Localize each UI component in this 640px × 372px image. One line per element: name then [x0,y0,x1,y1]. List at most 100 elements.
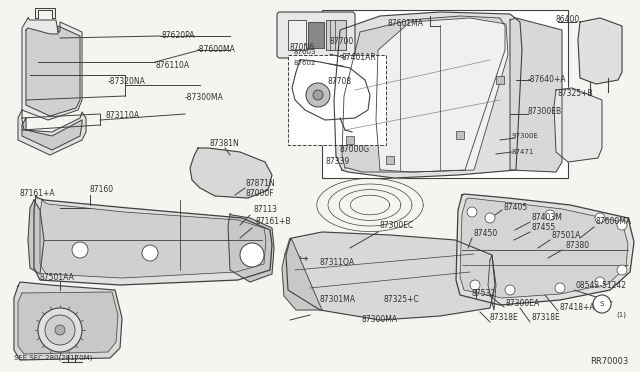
Text: 87871N: 87871N [246,179,276,187]
Bar [496,76,504,84]
Text: 87300MA: 87300MA [362,315,398,324]
Text: 87113: 87113 [254,205,278,215]
Polygon shape [14,282,122,360]
Text: 87381N: 87381N [210,140,240,148]
Text: 08543-51242: 08543-51242 [576,282,627,291]
Text: -87600MA: -87600MA [197,45,236,55]
Text: 87700: 87700 [330,38,355,46]
Polygon shape [292,60,370,120]
Text: 87325+C: 87325+C [383,295,419,305]
Circle shape [240,243,264,267]
Text: 87301MA: 87301MA [320,295,356,305]
Polygon shape [34,196,272,285]
Text: 87708: 87708 [328,77,352,87]
Text: 87403M: 87403M [532,212,563,221]
Text: 87501AA: 87501AA [40,273,75,282]
Bar [308,22,324,48]
Text: 87300EB: 87300EB [528,108,562,116]
Text: 876110A: 876110A [156,61,190,71]
Bar [326,20,346,50]
Text: 870N6: 870N6 [290,44,315,52]
Text: 87620PA: 87620PA [162,32,195,41]
Circle shape [505,285,515,295]
Circle shape [306,83,330,107]
Text: (1): (1) [616,312,626,318]
Polygon shape [488,255,496,310]
Polygon shape [286,232,495,320]
Polygon shape [460,198,628,298]
Bar [322,10,568,178]
Text: 87471: 87471 [512,149,534,155]
Bar [288,20,306,50]
Polygon shape [510,18,562,172]
Polygon shape [28,200,44,274]
Text: RR70003: RR70003 [590,357,628,366]
Text: 86400: 86400 [556,16,580,25]
Circle shape [545,210,555,220]
Circle shape [72,242,88,258]
Text: 97300E: 97300E [512,133,539,139]
Polygon shape [334,12,522,178]
Text: 87325+B: 87325+B [557,90,593,99]
Text: 87000F: 87000F [246,189,275,198]
Text: 87318E: 87318E [490,314,519,323]
Text: 87603: 87603 [294,49,317,55]
Text: 87160: 87160 [90,186,114,195]
Polygon shape [18,292,118,354]
Circle shape [467,207,477,217]
Text: 873110A: 873110A [105,112,139,121]
Bar [288,55,386,145]
Text: 87501A: 87501A [552,231,581,240]
Polygon shape [456,194,634,305]
Bar [456,131,464,139]
Circle shape [595,277,605,287]
Text: ↪: ↪ [298,253,307,263]
Circle shape [470,280,480,290]
Circle shape [55,325,65,335]
Polygon shape [18,110,86,155]
Text: 87532: 87532 [472,289,496,298]
Polygon shape [26,26,80,116]
Circle shape [593,295,611,313]
Polygon shape [40,200,266,278]
Bar [346,136,354,144]
Text: 87161+A: 87161+A [20,189,56,198]
Text: S: S [600,301,604,307]
Text: 87401AR: 87401AR [342,54,377,62]
Circle shape [617,265,627,275]
Text: 87405: 87405 [504,202,528,212]
Polygon shape [22,18,82,120]
Circle shape [142,245,158,261]
Polygon shape [376,18,508,172]
Polygon shape [190,148,272,198]
Circle shape [485,213,495,223]
Text: 87000G: 87000G [340,145,370,154]
Polygon shape [342,16,505,172]
Text: 87380: 87380 [566,241,590,250]
Text: 87450: 87450 [474,230,499,238]
Circle shape [595,213,605,223]
Polygon shape [228,214,274,282]
Text: 87600MA: 87600MA [596,218,632,227]
Text: 87300EC: 87300EC [380,221,414,231]
Text: -87320NA: -87320NA [108,77,146,87]
Text: 87311QA: 87311QA [320,257,355,266]
Text: -87640+A: -87640+A [528,74,566,83]
Polygon shape [554,88,602,162]
Text: 87602: 87602 [294,60,316,66]
Circle shape [45,315,75,345]
Polygon shape [578,18,622,84]
Text: 87339: 87339 [326,157,350,167]
Circle shape [313,90,323,100]
Text: 87455: 87455 [532,224,556,232]
Circle shape [38,308,82,352]
Polygon shape [22,118,82,150]
Text: 87161+B: 87161+B [256,218,291,227]
Text: -87300MA: -87300MA [185,93,224,102]
Polygon shape [35,8,55,18]
Text: 87601MA: 87601MA [387,19,423,29]
Circle shape [555,283,565,293]
Text: SEE SEC.280(28170M): SEE SEC.280(28170M) [14,355,92,361]
Text: 87318E: 87318E [532,314,561,323]
Polygon shape [282,238,322,310]
